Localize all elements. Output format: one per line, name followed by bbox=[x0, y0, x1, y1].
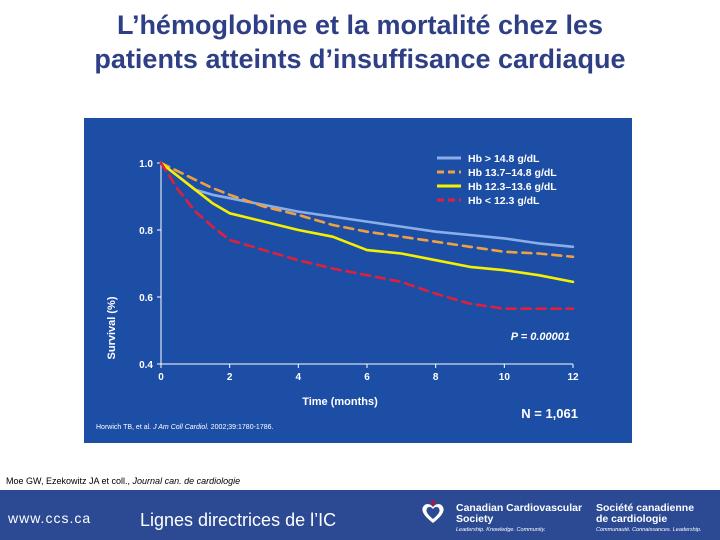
org-french-tagline: Communauté. Connaissances. Leadership. bbox=[596, 527, 702, 533]
x-tick-label: 12 bbox=[567, 372, 579, 383]
chart-series bbox=[159, 161, 575, 310]
n-annotation: N = 1,061 bbox=[521, 406, 578, 421]
org-french-line-1: Société canadienne bbox=[596, 502, 695, 514]
x-tick-label: 10 bbox=[499, 372, 511, 383]
series-line-3 bbox=[159, 161, 575, 310]
series-line-0 bbox=[159, 161, 575, 249]
chart-legend: Hb > 14.8 g/dL Hb 13.7–14.8 g/dL Hb 12.3–1… bbox=[437, 153, 557, 207]
y-tick-label: 1.0 bbox=[139, 159, 153, 170]
y-axis-label: Survival (%) bbox=[106, 296, 118, 359]
y-tick-label: 0.8 bbox=[139, 226, 153, 237]
org-english-line-2: Society bbox=[456, 513, 494, 525]
org-name-english: Canadian Cardiovascular Society Leadersh… bbox=[456, 503, 582, 536]
citation-prefix: Horwich TB, et al. bbox=[96, 424, 153, 431]
footer-guidelines-title: Lignes directrices de l’IC bbox=[140, 510, 337, 530]
title-line-2: patients atteints d’insuffisance cardiaq… bbox=[94, 44, 626, 74]
series-line-1 bbox=[159, 161, 575, 259]
title-line-1: L’hémoglobine et la mortalité chez les bbox=[116, 10, 604, 40]
y-tick-label: 0.4 bbox=[139, 360, 153, 371]
legend-label: Hb 13.7–14.8 g/dL bbox=[468, 167, 557, 179]
p-value-annotation: P = 0.00001 bbox=[511, 331, 570, 343]
chart-citation: Horwich TB, et al. J Am Coll Cardiol. 20… bbox=[96, 424, 273, 431]
x-tick-label: 4 bbox=[296, 372, 302, 383]
reference-authors: Moe GW, Ezekowitz JA et coll., bbox=[6, 476, 133, 486]
footer-bar: www.ccs.ca Lignes directrices de l’IC Ca… bbox=[0, 490, 720, 540]
x-tick-label: 6 bbox=[364, 372, 370, 383]
legend-label: Hb 12.3–13.6 g/dL bbox=[468, 181, 557, 193]
ccs-heart-logo-icon bbox=[422, 500, 444, 523]
x-tick-label: 2 bbox=[227, 372, 233, 383]
x-tick-label: 8 bbox=[433, 372, 439, 383]
series-line-2 bbox=[159, 161, 575, 284]
slide-reference: Moe GW, Ezekowitz JA et coll., Journal c… bbox=[6, 476, 240, 486]
org-name-french: Société canadienne de cardiologie Commun… bbox=[596, 503, 701, 536]
slide-title: L’hémoglobine et la mortalité chez les p… bbox=[0, 8, 720, 76]
legend-label: Hb < 12.3 g/dL bbox=[468, 195, 540, 207]
footer-url[interactable]: www.ccs.ca bbox=[8, 510, 92, 526]
legend-label: Hb > 14.8 g/dL bbox=[468, 153, 540, 165]
x-axis-label: Time (months) bbox=[302, 396, 378, 408]
chart-background bbox=[84, 118, 632, 443]
x-tick-label: 0 bbox=[158, 372, 164, 383]
reference-journal: Journal can. de cardiologie bbox=[132, 476, 241, 486]
org-english-line-1: Canadian Cardiovascular bbox=[456, 502, 583, 514]
org-english-tagline: Leadership. Knowledge. Community. bbox=[456, 527, 546, 533]
chart-axes: 0 2 4 6 8 10 12 0.4 0.6 0.8 1.0 bbox=[139, 159, 579, 383]
y-tick-label: 0.6 bbox=[139, 293, 153, 304]
survival-chart: 0 2 4 6 8 10 12 0.4 0.6 0.8 1.0 Hb > 14.8 g/dL Hb 1… bbox=[84, 118, 632, 443]
org-french-line-2: de cardiologie bbox=[596, 513, 668, 525]
citation-suffix: 2002;39:1780-1786. bbox=[209, 424, 274, 431]
citation-journal: J Am Coll Cardiol. bbox=[152, 424, 209, 431]
